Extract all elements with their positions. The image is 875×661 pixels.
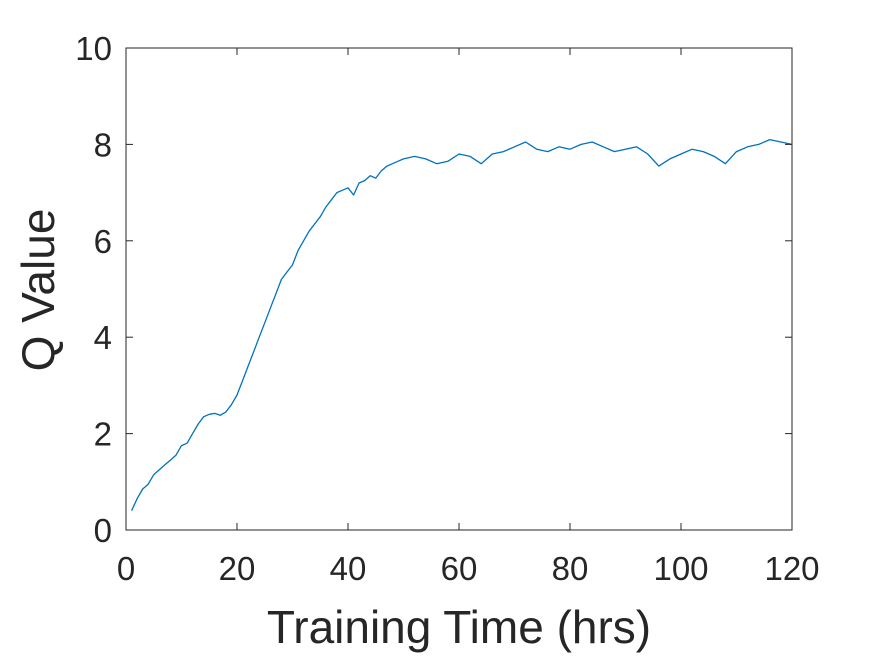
series-line-0 <box>131 138 793 511</box>
y-axis-label: Q Value <box>12 209 64 372</box>
y-tick-label: 4 <box>94 319 112 356</box>
x-tick-label: 80 <box>552 550 589 587</box>
x-tick-label: 40 <box>330 550 367 587</box>
y-tick-label: 0 <box>94 512 112 549</box>
tick-labels: 0 20 40 60 80 100 120 0 2 4 6 8 10 <box>75 30 819 587</box>
y-tick-label: 10 <box>75 30 112 67</box>
plot-frame <box>125 47 793 531</box>
y-tick-label: 2 <box>94 416 112 453</box>
x-tick-label: 60 <box>441 550 478 587</box>
x-tick-label: 20 <box>219 550 256 587</box>
x-tick-label: 100 <box>653 550 708 587</box>
y-tick-label: 6 <box>94 223 112 260</box>
x-axis-label: Training Time (hrs) <box>267 601 651 653</box>
plot-area <box>125 47 793 531</box>
y-tick-label: 8 <box>94 126 112 163</box>
x-tick-label: 120 <box>764 550 819 587</box>
axis-ticks <box>125 47 793 531</box>
x-tick-label: 0 <box>117 550 135 587</box>
